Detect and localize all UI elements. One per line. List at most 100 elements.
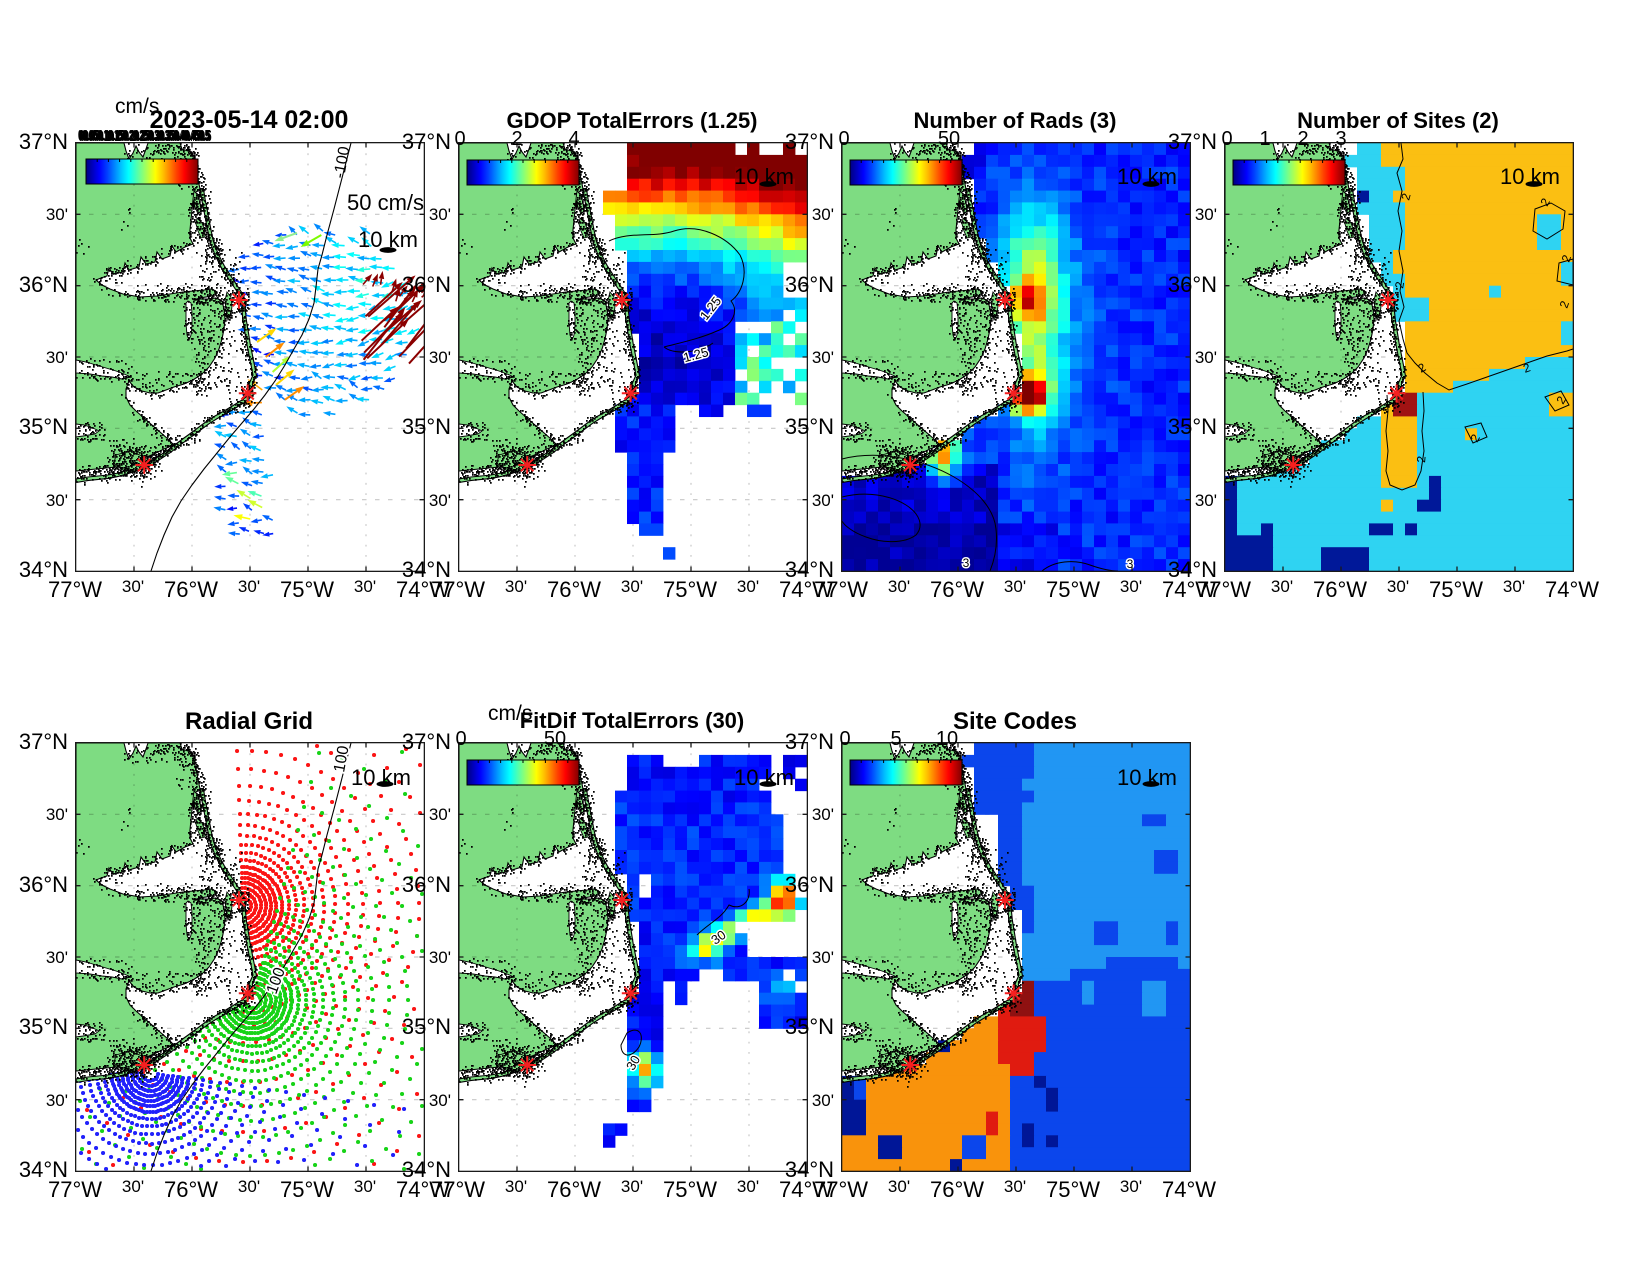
svg-text:35°N: 35°N <box>402 1014 451 1039</box>
svg-text:35°N: 35°N <box>785 414 834 439</box>
svg-text:30': 30' <box>1503 577 1525 596</box>
svg-text:30': 30' <box>812 348 834 367</box>
svg-text:30': 30' <box>46 348 68 367</box>
svg-text:3: 3 <box>1335 128 1346 150</box>
svg-text:77°W: 77°W <box>48 1177 102 1202</box>
svg-text:30': 30' <box>429 491 451 510</box>
svg-text:35°N: 35°N <box>402 414 451 439</box>
svg-text:30': 30' <box>429 805 451 824</box>
svg-text:75°W: 75°W <box>1429 577 1483 602</box>
svg-text:5: 5 <box>890 728 901 750</box>
svg-text:30': 30' <box>122 1177 144 1196</box>
svg-text:34°N: 34°N <box>1168 557 1217 582</box>
svg-text:34°N: 34°N <box>402 1157 451 1182</box>
svg-text:75°W: 75°W <box>280 1177 334 1202</box>
svg-text:4: 4 <box>568 128 579 150</box>
svg-text:30': 30' <box>1004 1177 1026 1196</box>
svg-text:30': 30' <box>429 948 451 967</box>
svg-text:34°N: 34°N <box>19 1157 68 1182</box>
svg-text:34°N: 34°N <box>785 557 834 582</box>
svg-text:75°W: 75°W <box>1046 1177 1100 1202</box>
svg-text:36°N: 36°N <box>785 872 834 897</box>
svg-text:2: 2 <box>1392 280 1407 289</box>
svg-text:36°N: 36°N <box>19 872 68 897</box>
svg-text:77°W: 77°W <box>814 1177 868 1202</box>
svg-text:2: 2 <box>1557 299 1573 310</box>
svg-text:30': 30' <box>737 577 759 596</box>
svg-text:0: 0 <box>454 128 465 150</box>
svg-text:30': 30' <box>46 805 68 824</box>
svg-text:30': 30' <box>505 1177 527 1196</box>
svg-text:0: 0 <box>838 128 849 150</box>
svg-text:36°N: 36°N <box>402 872 451 897</box>
svg-text:76°W: 76°W <box>930 577 984 602</box>
svg-text:76°W: 76°W <box>547 1177 601 1202</box>
svg-text:30': 30' <box>354 1177 376 1196</box>
svg-text:30': 30' <box>812 805 834 824</box>
svg-text:36°N: 36°N <box>1168 272 1217 297</box>
svg-text:0: 0 <box>455 728 466 750</box>
svg-text:34°N: 34°N <box>19 557 68 582</box>
svg-text:74°W: 74°W <box>396 1177 450 1202</box>
svg-text:2: 2 <box>1398 191 1413 201</box>
svg-text:30': 30' <box>46 491 68 510</box>
svg-text:30': 30' <box>46 1091 68 1110</box>
svg-text:30': 30' <box>812 491 834 510</box>
svg-text:30': 30' <box>429 348 451 367</box>
svg-text:77°W: 77°W <box>814 577 868 602</box>
svg-text:75°W: 75°W <box>280 577 334 602</box>
svg-text:2: 2 <box>511 128 522 150</box>
svg-text:77°W: 77°W <box>48 577 102 602</box>
svg-text:37°N: 37°N <box>1168 129 1217 154</box>
svg-text:30': 30' <box>737 1177 759 1196</box>
svg-text:50: 50 <box>544 728 566 750</box>
svg-text:30': 30' <box>1387 577 1409 596</box>
svg-text:77°W: 77°W <box>431 1177 485 1202</box>
svg-text:76°W: 76°W <box>930 1177 984 1202</box>
svg-text:37°N: 37°N <box>785 729 834 754</box>
svg-text:2: 2 <box>1414 455 1429 463</box>
svg-text:00.050.10.150.20.250.30.350.40: 00.050.10.150.20.250.30.350.40.450.5 <box>78 127 209 144</box>
svg-text:0: 0 <box>1221 128 1232 150</box>
svg-text:1: 1 <box>1259 128 1270 150</box>
svg-text:34°N: 34°N <box>785 1157 834 1182</box>
svg-text:30': 30' <box>812 948 834 967</box>
svg-text:77°W: 77°W <box>1197 577 1251 602</box>
svg-text:2: 2 <box>1297 128 1308 150</box>
svg-text:2: 2 <box>1559 253 1574 264</box>
svg-text:30': 30' <box>238 577 260 596</box>
svg-text:30': 30' <box>238 1177 260 1196</box>
svg-text:37°N: 37°N <box>19 729 68 754</box>
svg-text:30': 30' <box>812 1091 834 1110</box>
svg-text:74°W: 74°W <box>396 577 450 602</box>
svg-text:74°W: 74°W <box>1162 577 1216 602</box>
svg-text:74°W: 74°W <box>1545 577 1599 602</box>
svg-text:30': 30' <box>46 205 68 224</box>
svg-text:30': 30' <box>1195 348 1217 367</box>
svg-text:3: 3 <box>963 556 970 570</box>
svg-text:36°N: 36°N <box>402 272 451 297</box>
svg-text:-100: -100 <box>331 145 353 180</box>
svg-text:30': 30' <box>429 1091 451 1110</box>
svg-text:30': 30' <box>505 577 527 596</box>
svg-text:75°W: 75°W <box>663 1177 717 1202</box>
svg-text:76°W: 76°W <box>547 577 601 602</box>
svg-text:0: 0 <box>839 728 850 750</box>
svg-text:37°N: 37°N <box>19 129 68 154</box>
svg-text:35°N: 35°N <box>19 1014 68 1039</box>
svg-text:30': 30' <box>1195 205 1217 224</box>
svg-text:76°W: 76°W <box>1313 577 1367 602</box>
svg-text:37°N: 37°N <box>402 729 451 754</box>
svg-text:30': 30' <box>122 577 144 596</box>
svg-text:35°N: 35°N <box>19 414 68 439</box>
svg-text:30': 30' <box>354 577 376 596</box>
svg-text:30': 30' <box>621 1177 643 1196</box>
svg-text:77°W: 77°W <box>431 577 485 602</box>
svg-text:30': 30' <box>621 577 643 596</box>
svg-text:30': 30' <box>1120 1177 1142 1196</box>
svg-text:00.050.10.150.20.250.30.350.40: 00.050.10.150.20.250.30.350.40.450.5 <box>79 128 210 144</box>
svg-text:00.050.10.150.20.250.30.350.40: 00.050.10.150.20.250.30.350.40.450.5 <box>79 127 210 144</box>
svg-text:30': 30' <box>1271 577 1293 596</box>
svg-text:00.050.10.150.20.250.30.350.40: 00.050.10.150.20.250.30.350.40.450.5 <box>81 128 212 144</box>
svg-text:76°W: 76°W <box>164 1177 218 1202</box>
